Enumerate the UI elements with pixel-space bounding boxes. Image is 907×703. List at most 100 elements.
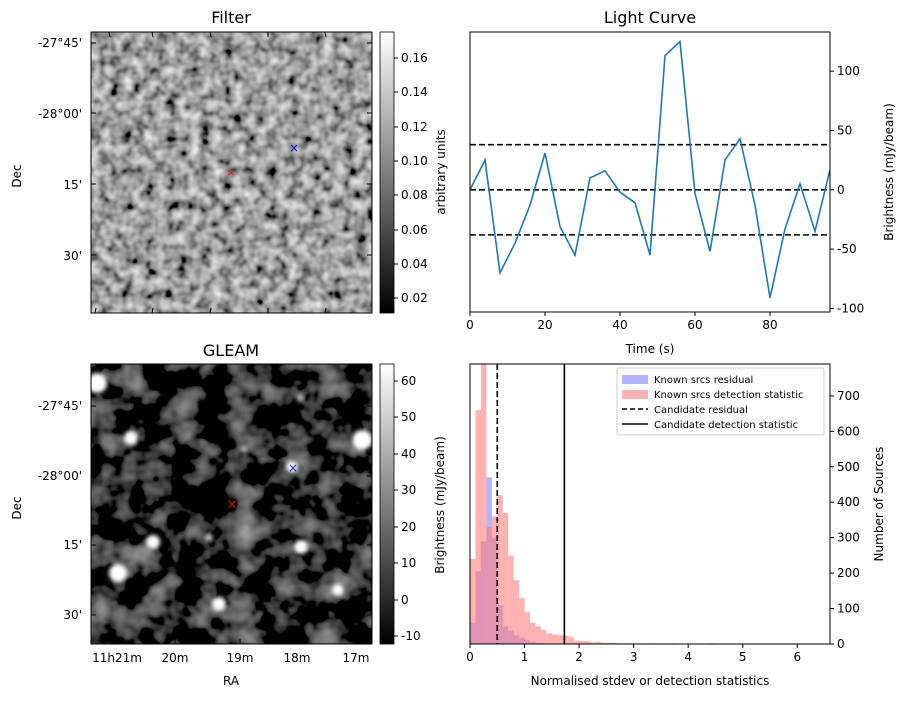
gleam-cb-tick: 0 [401,593,409,607]
filter-blue-marker: × [289,141,299,155]
detection-bar [508,555,514,644]
filter-red-marker: × [226,166,235,179]
gleam-ytick: 30' [63,608,82,622]
detection-bar [519,598,525,644]
filter-colorbar-label: arbitrary units [434,129,448,215]
histogram-ylabel-right: Number of Sources [872,447,886,562]
legend-label: Candidate detection statistic [654,420,798,431]
gleam-panel: GLEAM Dec -27°45' -28°00' 15' [10,341,421,688]
gleam-blue-marker: × [288,461,298,475]
y-tick-label: 500 [837,460,860,474]
legend-swatch [622,390,648,399]
filter-cb-tick: 0.02 [401,291,428,305]
filter-cb-tick: 0.12 [401,120,428,134]
light-curve-line [470,42,830,298]
x-tick-label: 3 [630,650,638,664]
detection-bar [481,364,487,644]
filter-ytick: 30' [63,249,82,263]
filter-cb-tick: 0.04 [401,257,428,271]
filter-title: Filter [211,8,251,27]
filter-ytick: -28°00' [38,107,82,121]
gleam-cb-tick: -10 [401,629,421,643]
detection-bar [568,637,574,644]
detection-bar [525,612,531,644]
y-tick-label: -50 [837,242,857,256]
gleam-cb-tick: 20 [401,520,416,534]
detection-bar [503,513,509,644]
x-tick-label: 4 [684,650,692,664]
gleam-yticks: -27°45' -28°00' 15' 30' [38,399,82,622]
x-tick-label: 5 [739,650,747,664]
y-tick-label: 300 [837,531,860,545]
y-tick-label: 100 [837,602,860,616]
light-curve-title: Light Curve [604,8,696,27]
filter-yticks: -27°45' -28°00' 15' 30' [38,36,82,263]
gleam-title: GLEAM [203,341,259,360]
detection-bar [563,636,569,644]
gleam-cb-tick: 50 [401,410,416,424]
gleam-cb-tick: 60 [401,374,416,388]
gleam-xtick: 20m [162,651,189,665]
gleam-xtick: 11h21m [92,651,142,665]
y-tick-label: -100 [837,301,864,315]
filter-ylabel: Dec [10,164,24,187]
y-tick-label: 200 [837,566,860,580]
y-tick-label: 0 [837,637,845,651]
detection-bar [536,626,542,644]
detection-bar [470,559,476,644]
detection-bar [574,641,580,645]
detection-bar [557,635,563,644]
filter-panel: Filter Dec -27°45' -28°00' 15' 30' × × 0… [10,8,448,313]
y-tick-label: 0 [837,183,845,197]
x-tick-label: 1 [521,650,529,664]
gleam-xlabel: RA [223,674,240,688]
gleam-cb-tick: 10 [401,556,416,570]
gleam-colorbar [380,364,394,644]
gleam-cb-tick: 30 [401,483,416,497]
x-tick-label: 0 [466,650,474,664]
detection-bar [552,634,558,644]
light-curve-ylabel: Brightness (mJy/beam) [882,103,896,241]
y-tick-label: 100 [837,64,860,78]
detection-bar [486,527,492,644]
y-tick-label: 400 [837,495,860,509]
legend-label: Known srcs detection statistic [654,390,803,401]
x-tick-label: 0 [466,318,474,332]
legend-label: Known srcs residual [654,375,753,386]
filter-ytick: 15' [63,178,82,192]
gleam-xtick: 18m [284,651,311,665]
x-tick-label: 2 [575,650,583,664]
gleam-colorbar-ticks: 60 50 40 30 20 10 0 -10 [394,374,421,643]
gleam-xtick: 19m [227,651,254,665]
filter-colorbar [380,32,394,313]
gleam-colorbar-label: Brightness (mJy/beam) [433,436,447,574]
light-curve-chart: Light Curve 0 20 40 60 80 100 50 0 -50 -100 Time (s… [466,8,896,356]
detection-bar [530,623,536,644]
x-tick-label: 60 [687,318,702,332]
x-tick-label: 6 [793,650,801,664]
y-tick-label: 600 [837,424,860,438]
filter-ytick: -27°45' [38,36,82,50]
detection-bar [476,410,482,644]
light-curve-xlabel: Time (s) [625,342,675,356]
gleam-ylabel: Dec [10,496,24,519]
gleam-ytick: -27°45' [38,399,82,413]
x-tick-label: 80 [762,318,777,332]
histogram-xlabel: Normalised stdev or detection statistics [531,674,770,688]
detection-bar [541,630,547,644]
gleam-ytick: 15' [63,538,82,552]
filter-cb-tick: 0.08 [401,188,428,202]
legend-swatch [622,375,648,384]
filter-cb-tick: 0.14 [401,85,428,99]
filter-cb-tick: 0.06 [401,223,428,237]
filter-cb-tick: 0.10 [401,154,428,168]
gleam-red-marker: × [227,497,237,511]
detection-bar [546,633,552,644]
detection-bar [514,580,520,644]
gleam-xtick: 17m [343,651,370,665]
y-tick-label: 50 [837,123,852,137]
x-tick-label: 20 [537,318,552,332]
x-tick-label: 40 [612,318,627,332]
